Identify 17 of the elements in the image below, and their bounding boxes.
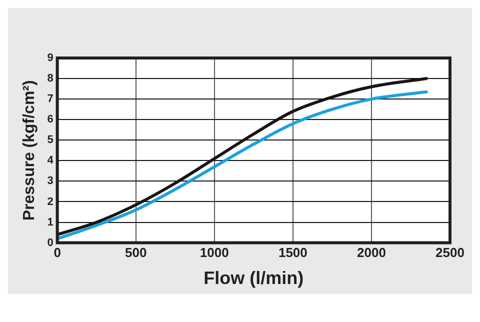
y-tick-label: 6: [47, 114, 54, 126]
x-tick-label: 1000: [200, 245, 229, 260]
x-tick-label: 500: [125, 245, 147, 260]
y-tick-label: 3: [47, 175, 54, 188]
y-tick-label: 2: [47, 196, 54, 208]
y-tick-label: 4: [47, 154, 54, 167]
y-tick-label: 5: [47, 134, 54, 146]
x-tick-label: 2000: [357, 245, 386, 260]
y-tick-label: 8: [47, 72, 54, 85]
y-axis-title: Pressure (kgf/cm²): [21, 80, 38, 221]
x-tick-label: 2500: [436, 245, 464, 260]
x-axis-title: Flow (l/min): [204, 268, 304, 288]
y-tick-label: 7: [47, 93, 54, 106]
y-tick-label: 0: [47, 236, 54, 249]
y-tick-label: 9: [47, 52, 54, 64]
x-tick-label: 1500: [278, 245, 308, 260]
y-tick-label: 1: [47, 216, 54, 228]
